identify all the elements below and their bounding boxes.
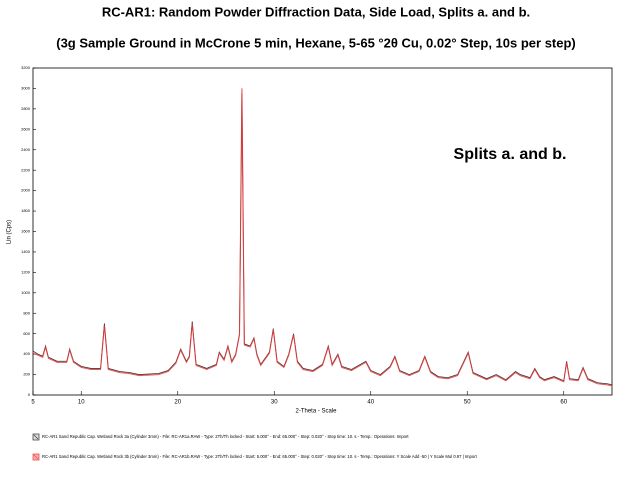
y-tick-label: 0 (28, 392, 31, 397)
y-tick-label: 800 (23, 310, 30, 315)
y-tick-label: 2000 (21, 188, 31, 193)
legend-label: RC-AR1 Sand Republic Cap. Wetland Rock 3… (42, 434, 409, 439)
y-tick-label: 2200 (21, 167, 31, 172)
legend-swatch-mark (33, 434, 39, 440)
y-tick-label: 3200 (21, 65, 31, 70)
y-tick-label: 2400 (21, 147, 31, 152)
y-tick-label: 1200 (21, 269, 31, 274)
series-line (32, 88, 613, 387)
y-tick-label: 400 (23, 351, 30, 356)
x-tick-label: 40 (367, 400, 374, 406)
plot-frame (32, 67, 613, 396)
annotation: Splits a. and b. (454, 146, 567, 163)
y-tick-label: 1800 (21, 208, 31, 213)
y-tick-label: 1600 (21, 229, 31, 234)
y-axis-label: Lin (Cps) (7, 220, 13, 244)
y-tick-label: 200 (23, 372, 30, 377)
chart-title: RC-AR1: Random Powder Diffraction Data, … (102, 4, 530, 19)
y-tick-label: 1000 (21, 290, 31, 295)
legend-swatch-mark (33, 454, 39, 460)
x-tick-label: 50 (464, 400, 471, 406)
y-tick-label: 2600 (21, 126, 31, 131)
legend-label: RC-AR1 Sand Republic Cap. Wetland Rock 3… (42, 454, 478, 459)
x-tick-label: 5 (31, 400, 35, 406)
chart-subtitle: (3g Sample Ground in McCrone 5 min, Hexa… (56, 35, 576, 50)
x-tick-label: 30 (271, 400, 278, 406)
x-tick-label: 10 (78, 400, 85, 406)
x-tick-label: 60 (560, 400, 567, 406)
y-tick-label: 2800 (21, 106, 31, 111)
y-tick-label: 1400 (21, 249, 31, 254)
y-tick-label: 600 (23, 331, 30, 336)
x-tick-label: 20 (174, 400, 181, 406)
x-axis-label: 2-Theta - Scale (295, 409, 337, 415)
y-tick-label: 3000 (21, 86, 31, 91)
series-line (32, 93, 613, 386)
